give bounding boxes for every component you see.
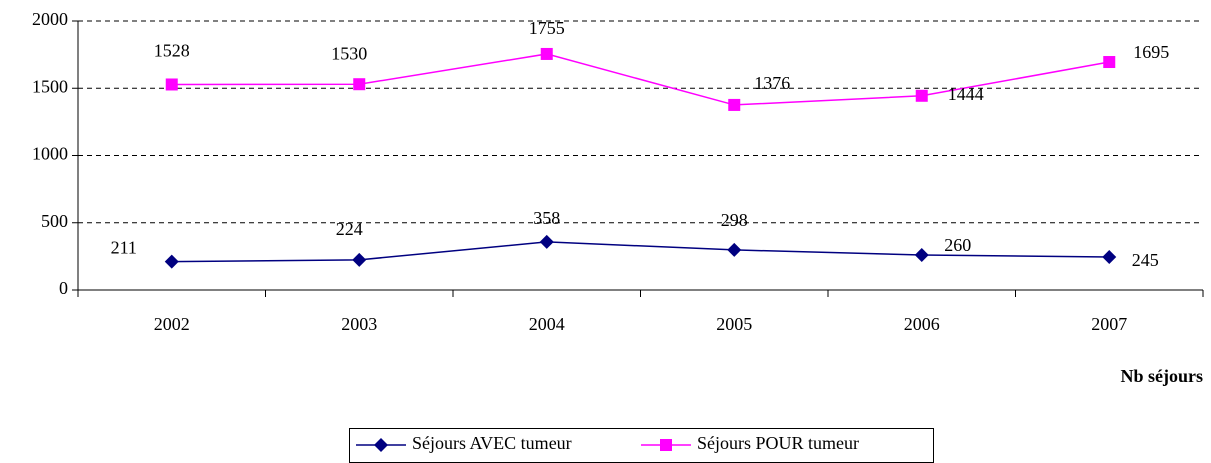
data-label: 1528 <box>154 41 190 61</box>
marker <box>353 78 366 91</box>
x-tick-label: 2004 <box>529 314 565 334</box>
marker <box>352 252 367 267</box>
marker <box>540 47 553 60</box>
x-axis-label: Nb séjours <box>1120 366 1203 386</box>
data-label: 1530 <box>331 43 367 63</box>
x-tick-label: 2006 <box>904 314 940 334</box>
y-tick-label: 2000 <box>32 9 68 29</box>
marker <box>1102 250 1117 265</box>
marker <box>728 98 741 111</box>
x-tick-label: 2002 <box>154 314 190 334</box>
data-label: 358 <box>533 208 560 228</box>
data-label: 245 <box>1132 250 1159 270</box>
marker <box>164 254 179 269</box>
x-tick-label: 2005 <box>716 314 752 334</box>
data-label: 224 <box>336 219 363 239</box>
data-label: 1376 <box>754 73 790 93</box>
y-tick-label: 500 <box>41 211 68 231</box>
marker <box>539 234 554 249</box>
marker <box>165 78 178 91</box>
legend-label: Séjours AVEC tumeur <box>412 433 572 453</box>
x-tick-label: 2003 <box>341 314 377 334</box>
marker <box>660 439 672 451</box>
y-tick-label: 1500 <box>32 76 68 96</box>
marker <box>915 89 928 102</box>
data-label: 298 <box>721 210 748 230</box>
legend-label: Séjours POUR tumeur <box>697 433 859 453</box>
y-tick-label: 0 <box>59 278 68 298</box>
series-line <box>171 241 1110 263</box>
data-label: 260 <box>944 235 971 255</box>
x-tick-label: 2007 <box>1091 314 1127 334</box>
data-label: 1444 <box>948 84 984 104</box>
series-line <box>171 53 1110 106</box>
marker <box>914 248 929 263</box>
marker <box>727 242 742 257</box>
y-tick-label: 1000 <box>32 144 68 164</box>
data-label: 1695 <box>1133 42 1169 62</box>
data-label: 1755 <box>529 18 565 38</box>
data-label: 211 <box>111 238 137 258</box>
marker <box>374 438 388 452</box>
marker <box>1103 56 1116 69</box>
